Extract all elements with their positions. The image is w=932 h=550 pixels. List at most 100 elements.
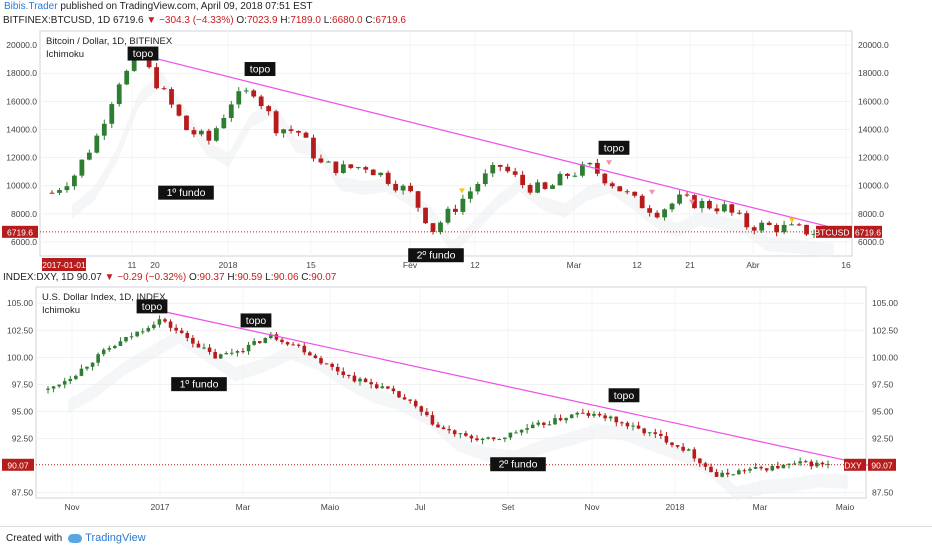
candle-body <box>303 132 309 138</box>
candle-body <box>386 386 390 389</box>
annotation-label: topo <box>142 301 163 313</box>
last-symbol-label: BTCUSD <box>815 227 850 237</box>
annotation-box <box>598 140 630 155</box>
candle-body <box>124 70 130 85</box>
btc-c-value: 6719.6 <box>375 15 406 26</box>
candle-body <box>118 341 123 346</box>
candle-body <box>475 184 481 192</box>
candle-body <box>324 363 329 365</box>
candle-body <box>458 433 463 435</box>
author-link[interactable]: Bibis.Trader <box>4 1 58 12</box>
signal-marker <box>459 188 465 194</box>
candle-body <box>753 467 758 469</box>
candle-body <box>109 104 115 124</box>
candle-body <box>647 208 653 213</box>
candle-body <box>770 466 775 471</box>
candle-body <box>135 331 139 337</box>
candle-body <box>96 354 100 363</box>
signal-marker <box>689 199 695 205</box>
candle-body <box>467 191 473 199</box>
candle-body <box>497 439 502 441</box>
y-tick-label-left: 10000.0 <box>6 181 37 191</box>
candle-body <box>146 58 152 68</box>
candle-body <box>152 324 156 329</box>
candle-body <box>340 164 346 174</box>
y-tick-label-right: 16000.0 <box>858 96 889 106</box>
candle-body <box>664 436 669 443</box>
candle-body <box>636 425 641 429</box>
y-tick-label-right: 97.50 <box>872 379 894 389</box>
candle-body <box>57 384 61 387</box>
candle-body <box>675 445 680 447</box>
last-price-tag-right <box>868 458 896 471</box>
candle-body <box>557 173 563 186</box>
candle-body <box>441 427 446 430</box>
last-price-left-label: 90.07 <box>7 460 29 470</box>
candle-body <box>789 224 794 226</box>
candle-body <box>480 438 485 441</box>
annotation-label: 2º fundo <box>499 459 538 471</box>
annotation-box <box>127 46 159 61</box>
candle-body <box>508 432 513 438</box>
publish-header: Bibis.Trader published on TradingView.co… <box>0 0 932 14</box>
annotation-label: topo <box>133 48 154 60</box>
y-tick-label-right: 20000.0 <box>858 40 889 50</box>
annotation-box <box>136 299 168 314</box>
candle-body <box>129 336 134 338</box>
y-tick-label-left: 16000.0 <box>6 96 37 106</box>
tradingview-brand-link[interactable]: TradingView <box>85 532 146 544</box>
x-tick-label: 2018 <box>666 502 685 512</box>
last-price-right-label: 90.07 <box>871 460 893 470</box>
candle-body <box>759 467 763 469</box>
annotation-box <box>490 457 546 472</box>
candle-body <box>79 159 85 176</box>
y-tick-label-left: 8000.0 <box>11 209 37 219</box>
candle-body <box>196 343 201 348</box>
candle-body <box>714 208 720 212</box>
candle-body <box>308 352 312 356</box>
candle-body <box>436 424 440 428</box>
annotation-box <box>158 185 214 200</box>
candle-body <box>460 198 466 212</box>
candle-body <box>258 96 264 107</box>
candle-body <box>721 204 727 212</box>
signal-marker <box>649 189 655 195</box>
candle-body <box>191 130 197 135</box>
candle-body <box>731 474 736 476</box>
candle-body <box>199 130 204 135</box>
candle-body <box>759 222 765 231</box>
btc-chart[interactable]: 20000.0 20000.0 18000.0 18000.0 16000.0 16000… <box>0 29 932 284</box>
candle-body <box>62 381 67 385</box>
candle-body <box>213 351 217 359</box>
candle-body <box>512 171 518 175</box>
candle-body <box>497 165 503 167</box>
candle-body <box>527 185 533 193</box>
candle-body <box>452 430 457 435</box>
candle-body <box>737 470 741 475</box>
y-tick-label-right: 14000.0 <box>858 124 889 134</box>
candle-body <box>469 435 474 439</box>
candle-body <box>185 332 190 338</box>
y-tick-label-right: 95.00 <box>872 406 894 416</box>
candle-body <box>592 413 596 416</box>
candle-body <box>631 425 635 427</box>
annotation-box <box>171 377 227 392</box>
dxy-chart[interactable]: 105.00 105.00 102.50 102.50 100.00 100.00 97.5… <box>0 285 932 526</box>
candle-body <box>617 186 623 192</box>
y-tick-label-left: 6000.0 <box>11 237 37 247</box>
dxy-c-label: C: <box>301 272 312 283</box>
candle-body <box>614 416 619 423</box>
candle-body <box>161 88 167 90</box>
y-tick-label-right: 100.00 <box>872 352 898 362</box>
candle-body <box>742 470 747 472</box>
candle-body <box>609 183 615 187</box>
btc-o-value: 7023.9 <box>246 15 278 26</box>
candle-body <box>670 442 674 446</box>
candle-body <box>581 412 585 414</box>
candle-body <box>163 319 167 322</box>
created-with-label: Created with <box>6 533 63 544</box>
candle-body <box>230 352 234 354</box>
annotation-label: topo <box>604 142 625 154</box>
candle-body <box>714 472 719 477</box>
last-symbol-tag <box>844 458 866 471</box>
